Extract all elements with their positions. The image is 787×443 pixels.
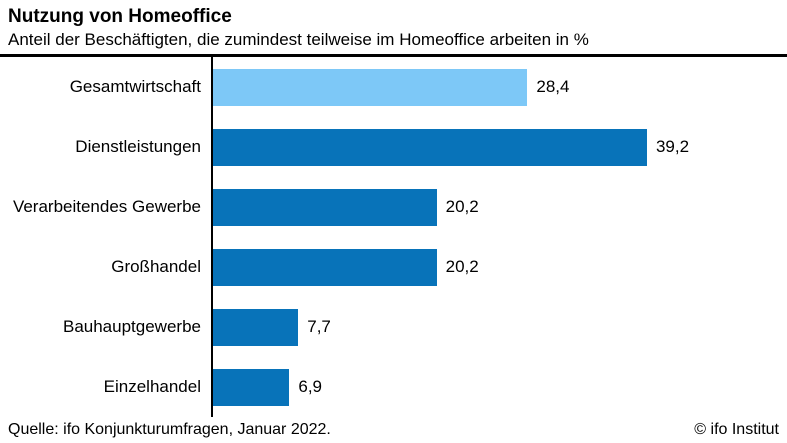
- bar-row: Einzelhandel 6,9: [0, 357, 787, 417]
- copyright-note: © ifo Institut: [694, 421, 779, 438]
- bar-gesamtwirtschaft: [213, 68, 528, 106]
- source-note: Quelle: ifo Konjunkturumfragen, Januar 2…: [8, 421, 331, 438]
- bar-row: Gesamtwirtschaft 28,4: [0, 57, 787, 117]
- bar-bauhauptgewerbe: [213, 308, 299, 346]
- value-label: 6,9: [298, 377, 323, 396]
- value-label: 20,2: [445, 257, 479, 276]
- category-label: Bauhauptgewerbe: [62, 317, 201, 336]
- chart-header: Nutzung von Homeoffice Anteil der Beschä…: [0, 0, 787, 51]
- plot-area: Gesamtwirtschaft 28,4 Dienstleistungen 3…: [0, 57, 787, 417]
- bar-grosshandel: [213, 248, 437, 286]
- bar-row: Dienstleistungen 39,2: [0, 117, 787, 177]
- bar-einzelhandel: [213, 368, 290, 406]
- y-axis-segment: 39,2: [211, 117, 787, 177]
- y-axis-segment: 6,9: [211, 357, 787, 417]
- bar-row: Bauhauptgewerbe 7,7: [0, 297, 787, 357]
- value-label: 28,4: [536, 77, 570, 96]
- y-axis-segment: 28,4: [211, 57, 787, 117]
- category-label: Einzelhandel: [103, 377, 201, 396]
- category-label: Gesamtwirtschaft: [69, 77, 201, 96]
- header-rule: [0, 54, 787, 57]
- bar-row: Großhandel 20,2: [0, 237, 787, 297]
- chart-footer: Quelle: ifo Konjunkturumfragen, Januar 2…: [0, 421, 787, 439]
- y-axis-segment: 7,7: [211, 297, 787, 357]
- category-label: Verarbeitendes Gewerbe: [12, 197, 201, 216]
- chart-title: Nutzung von Homeoffice: [8, 6, 232, 27]
- bar-dienstleistungen: [213, 128, 647, 166]
- value-label: 39,2: [655, 137, 690, 156]
- bar-verarbeitendes-gewerbe: [213, 188, 437, 226]
- y-axis-segment: 20,2: [211, 237, 787, 297]
- value-label: 20,2: [445, 197, 479, 216]
- chart-subtitle: Anteil der Beschäftigten, die zumindest …: [8, 30, 589, 49]
- bar-row: Verarbeitendes Gewerbe 20,2: [0, 177, 787, 237]
- value-label: 7,7: [307, 317, 331, 336]
- y-axis-segment: 20,2: [211, 177, 787, 237]
- category-label: Großhandel: [111, 257, 201, 276]
- category-label: Dienstleistungen: [75, 137, 201, 156]
